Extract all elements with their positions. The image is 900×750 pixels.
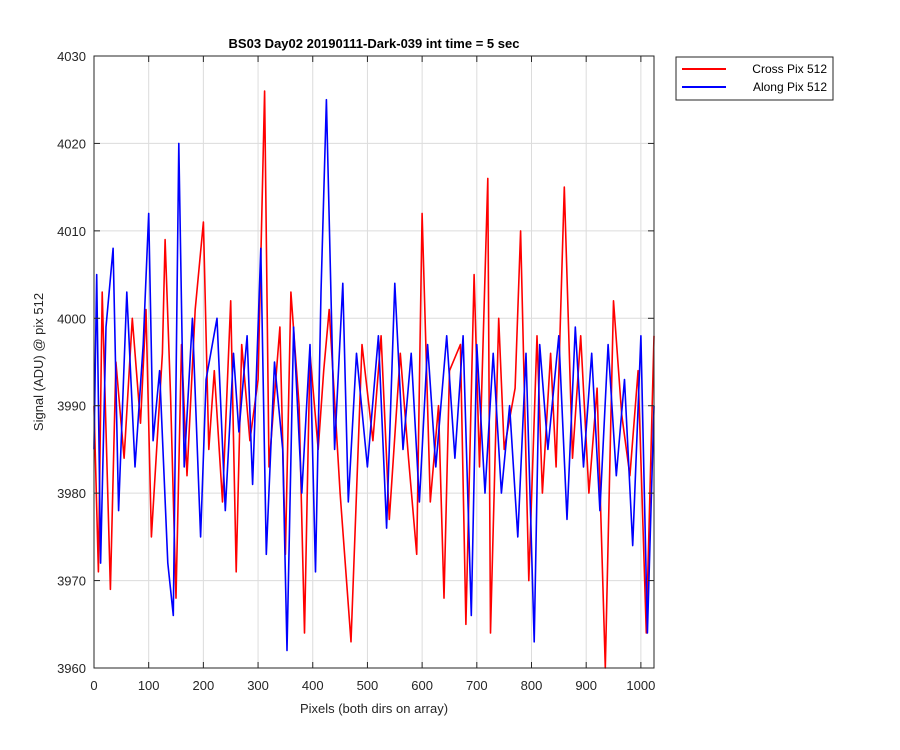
x-tick-label: 700 xyxy=(466,678,488,693)
x-tick-label: 0 xyxy=(90,678,97,693)
x-axis-label: Pixels (both dirs on array) xyxy=(300,701,448,716)
legend-entry-label: Along Pix 512 xyxy=(753,80,827,94)
x-tick-label: 400 xyxy=(302,678,324,693)
y-tick-label: 4020 xyxy=(57,136,86,151)
x-tick-label: 1000 xyxy=(626,678,655,693)
y-tick-label: 3970 xyxy=(57,574,86,589)
chart-title: BS03 Day02 20190111-Dark-039 int time = … xyxy=(229,36,520,51)
axes xyxy=(93,55,655,669)
x-tick-label: 800 xyxy=(521,678,543,693)
series-line-along-pix-512 xyxy=(93,98,655,652)
legend-entry-label: Cross Pix 512 xyxy=(752,62,827,76)
y-tick-label: 4030 xyxy=(57,49,86,64)
series-line-cross-pix-512 xyxy=(93,90,655,669)
series-layer xyxy=(93,90,655,669)
legend-box xyxy=(675,56,834,101)
y-tick-label: 3980 xyxy=(57,486,86,501)
y-tick-label: 4010 xyxy=(57,224,86,239)
axes-box xyxy=(93,55,655,669)
x-tick-label: 900 xyxy=(575,678,597,693)
x-tick-label: 300 xyxy=(247,678,269,693)
x-tick-label: 600 xyxy=(411,678,433,693)
x-tick-label: 100 xyxy=(138,678,160,693)
x-tick-label: 200 xyxy=(193,678,215,693)
y-tick-label: 3960 xyxy=(57,661,86,676)
y-axis-label: Signal (ADU) @ pix 512 xyxy=(31,293,46,431)
y-tick-label: 3990 xyxy=(57,399,86,414)
y-tick-label: 4000 xyxy=(57,311,86,326)
ticks: 0 100 200 300 400 500 600 700 800 900 1000 3960 3970… xyxy=(57,49,655,693)
legend[interactable]: Cross Pix 512 Along Pix 512 xyxy=(675,56,834,101)
x-tick-label: 500 xyxy=(357,678,379,693)
